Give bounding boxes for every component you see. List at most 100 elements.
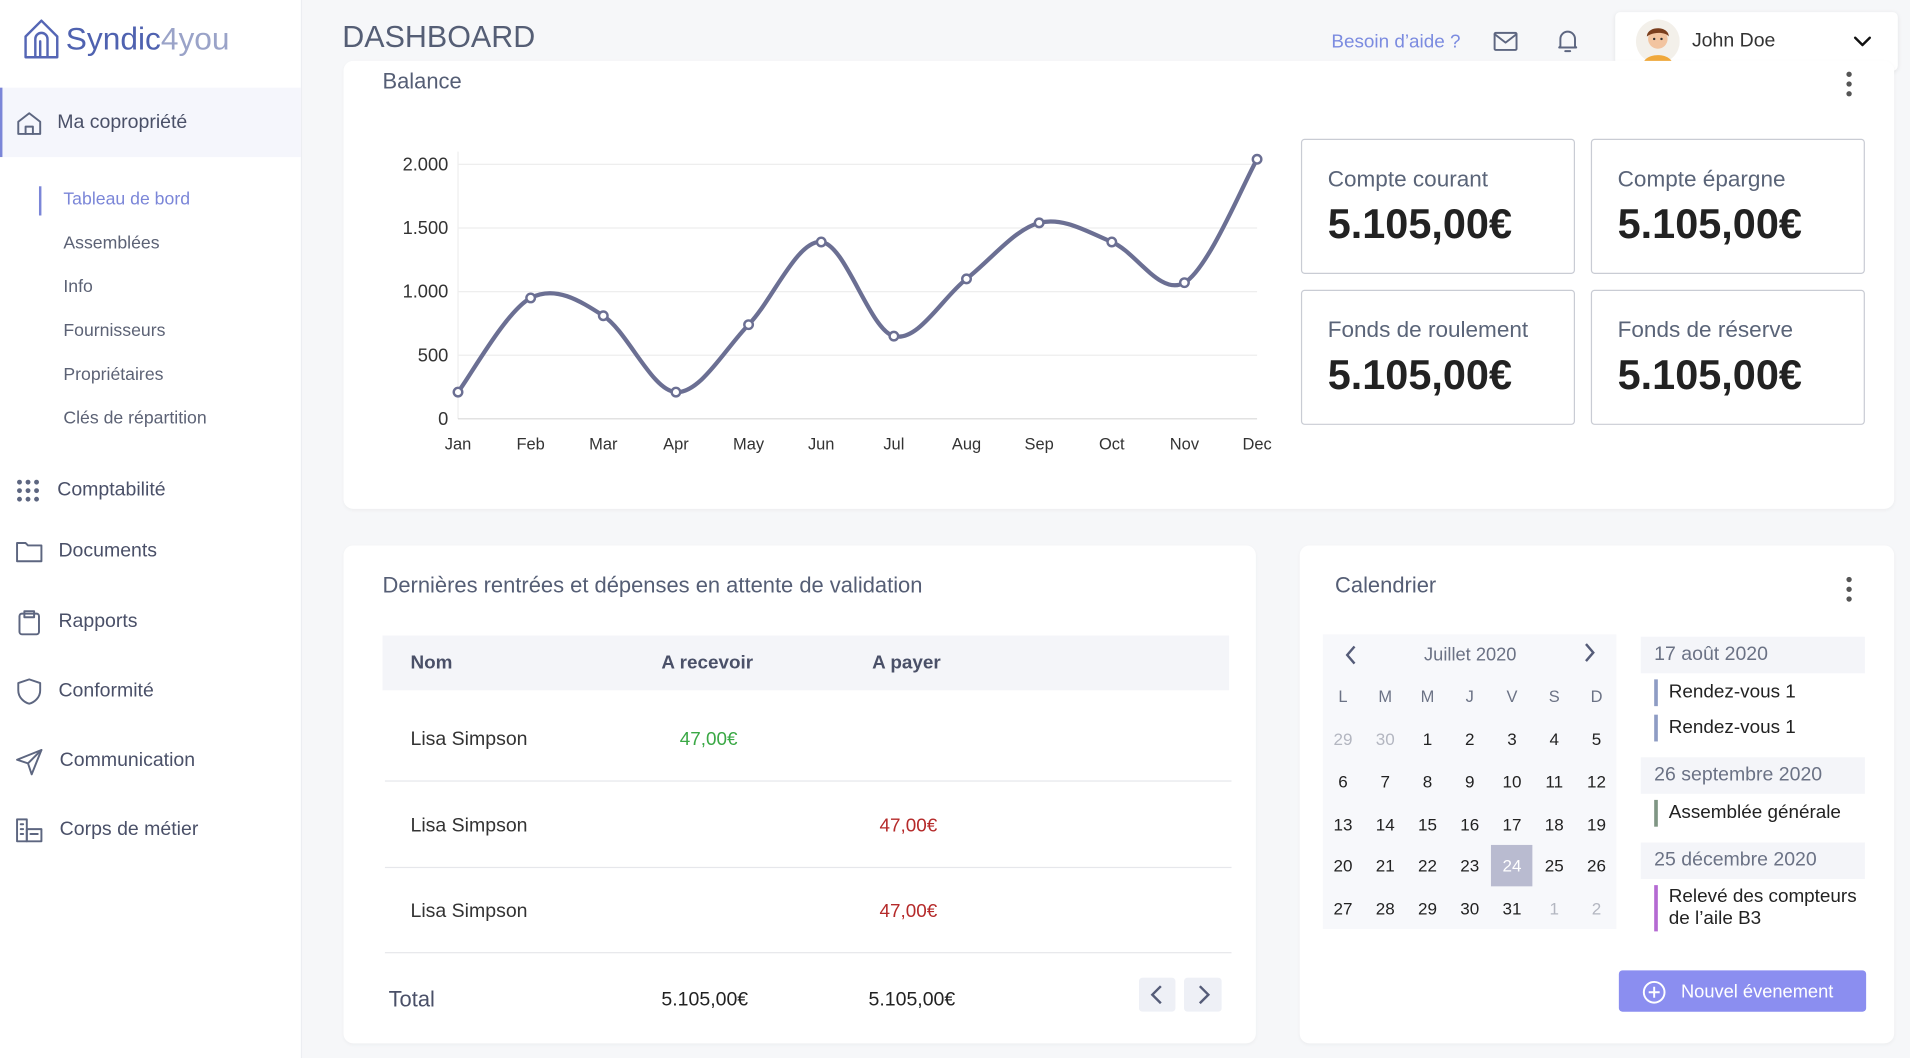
point — [597, 310, 609, 322]
help-link[interactable]: Besoin d’aide ? — [1331, 31, 1461, 53]
dropdown-icon[interactable] — [1853, 34, 1872, 49]
submenu-item[interactable]: Tableau de bord — [63, 189, 191, 210]
day[interactable]: 31 — [1502, 898, 1522, 919]
selected-day — [1491, 845, 1533, 887]
clipboard-icon — [18, 610, 40, 636]
submenu-item[interactable]: Fournisseurs — [63, 321, 166, 341]
day[interactable]: 16 — [1460, 814, 1480, 834]
day[interactable]: 24 — [1502, 856, 1522, 876]
logo-suffix: 4you — [160, 20, 230, 57]
day[interactable]: 7 — [1380, 771, 1390, 792]
day[interactable]: 25 — [1544, 856, 1564, 876]
event-date: 17 août 2020 — [1654, 644, 1768, 665]
day[interactable]: 30 — [1460, 898, 1480, 919]
event-item[interactable]: Relevé des compteurs de l’aile B3 — [1668, 886, 1857, 929]
x-tick-label: Mar — [589, 435, 618, 453]
prev-month[interactable] — [1342, 643, 1359, 667]
day[interactable]: 20 — [1333, 856, 1353, 876]
day[interactable]: 28 — [1375, 898, 1395, 919]
more-menu[interactable] — [1843, 576, 1855, 605]
point — [1251, 153, 1263, 165]
account-card — [1590, 289, 1865, 425]
day[interactable]: 29 — [1417, 898, 1437, 919]
account-label: Fonds de réserve — [1617, 316, 1794, 343]
day[interactable]: 22 — [1417, 856, 1437, 876]
day[interactable]: 2 — [1465, 729, 1475, 749]
day[interactable]: 12 — [1587, 771, 1607, 792]
balance-card — [343, 60, 1895, 509]
day[interactable]: 30 — [1375, 729, 1395, 749]
day[interactable]: 11 — [1545, 771, 1564, 792]
event-item[interactable]: Rendez-vous 1 — [1668, 681, 1796, 703]
user-name[interactable]: John Doe — [1691, 30, 1776, 52]
day[interactable]: 6 — [1338, 771, 1348, 792]
bell-icon[interactable] — [1557, 29, 1579, 53]
event-date: 25 décembre 2020 — [1654, 849, 1817, 871]
section-highlight — [0, 87, 301, 158]
day[interactable]: 13 — [1333, 814, 1353, 834]
day[interactable]: 10 — [1502, 771, 1522, 792]
day[interactable]: 29 — [1333, 729, 1353, 749]
day[interactable]: 19 — [1587, 814, 1607, 834]
x-tick-label: Feb — [516, 435, 544, 453]
plus-icon — [1642, 980, 1666, 1004]
card-title: Dernières rentrées et dépenses en attent… — [382, 572, 923, 598]
event-bar — [1654, 885, 1658, 932]
day[interactable]: 14 — [1375, 814, 1395, 834]
y-tick-label: 1.500 — [403, 217, 449, 238]
button-label[interactable]: Nouvel évenement — [1680, 981, 1834, 1003]
x-tick-label: Jan — [445, 435, 472, 453]
day[interactable]: 15 — [1417, 814, 1437, 834]
more-menu[interactable] — [1843, 71, 1855, 100]
row-divider — [384, 866, 1232, 869]
point — [961, 273, 972, 285]
menu-item[interactable]: Conformité — [58, 680, 154, 702]
menu-item[interactable]: Documents — [58, 540, 158, 562]
column-header: A payer — [872, 652, 941, 674]
day[interactable]: 17 — [1502, 814, 1522, 834]
menu-item[interactable]: Communication — [59, 749, 196, 771]
day[interactable]: 4 — [1549, 729, 1560, 749]
menu-item[interactable]: Rapports — [58, 611, 138, 632]
x-tick-label: Apr — [663, 435, 689, 453]
next-page[interactable] — [1183, 977, 1222, 1012]
account-amount: 5.105,00€ — [1617, 352, 1802, 399]
submenu-item[interactable]: Propriétaires — [63, 365, 164, 385]
total-pay: 5.105,00€ — [868, 989, 956, 1011]
mail-icon[interactable] — [1493, 31, 1518, 51]
y-tick-label: 0 — [438, 408, 448, 429]
row-divider — [384, 952, 1232, 954]
menu-item[interactable]: Comptabilité — [57, 479, 166, 501]
logo-icon — [24, 19, 59, 59]
grid-icon — [17, 479, 39, 502]
prev-page[interactable] — [1138, 977, 1176, 1012]
day[interactable]: 23 — [1460, 856, 1480, 876]
x-tick-label: Sep — [1025, 435, 1054, 453]
next-month[interactable] — [1581, 640, 1598, 664]
day[interactable]: 27 — [1333, 898, 1353, 919]
day[interactable]: 21 — [1375, 856, 1395, 876]
day[interactable]: 1 — [1422, 729, 1433, 749]
menu-item[interactable]: Ma copropriété — [57, 112, 188, 133]
day[interactable]: 2 — [1591, 898, 1602, 919]
day[interactable]: 9 — [1465, 771, 1475, 792]
submenu-item[interactable]: Assemblées — [63, 233, 160, 254]
event-item[interactable]: Assemblée générale — [1668, 802, 1841, 824]
day[interactable]: 8 — [1422, 771, 1433, 792]
event-item[interactable]: Rendez-vous 1 — [1668, 717, 1796, 738]
point — [1178, 277, 1190, 289]
submenu-item[interactable]: Info — [63, 277, 93, 298]
day[interactable]: 5 — [1591, 729, 1602, 749]
sidebar — [0, 0, 303, 1058]
day[interactable]: 1 — [1549, 898, 1560, 919]
submenu-item[interactable]: Clés de répartition — [63, 409, 207, 429]
day[interactable]: 3 — [1507, 729, 1517, 749]
new-event-button[interactable] — [1618, 970, 1867, 1012]
month-label: Juillet 2020 — [1424, 644, 1517, 666]
menu-item[interactable]: Corps de métier — [59, 819, 199, 841]
day[interactable]: 18 — [1544, 814, 1564, 834]
day[interactable]: 26 — [1587, 856, 1607, 876]
cell-name: Lisa Simpson — [410, 815, 528, 836]
calendar-grid-bg — [1322, 634, 1617, 929]
